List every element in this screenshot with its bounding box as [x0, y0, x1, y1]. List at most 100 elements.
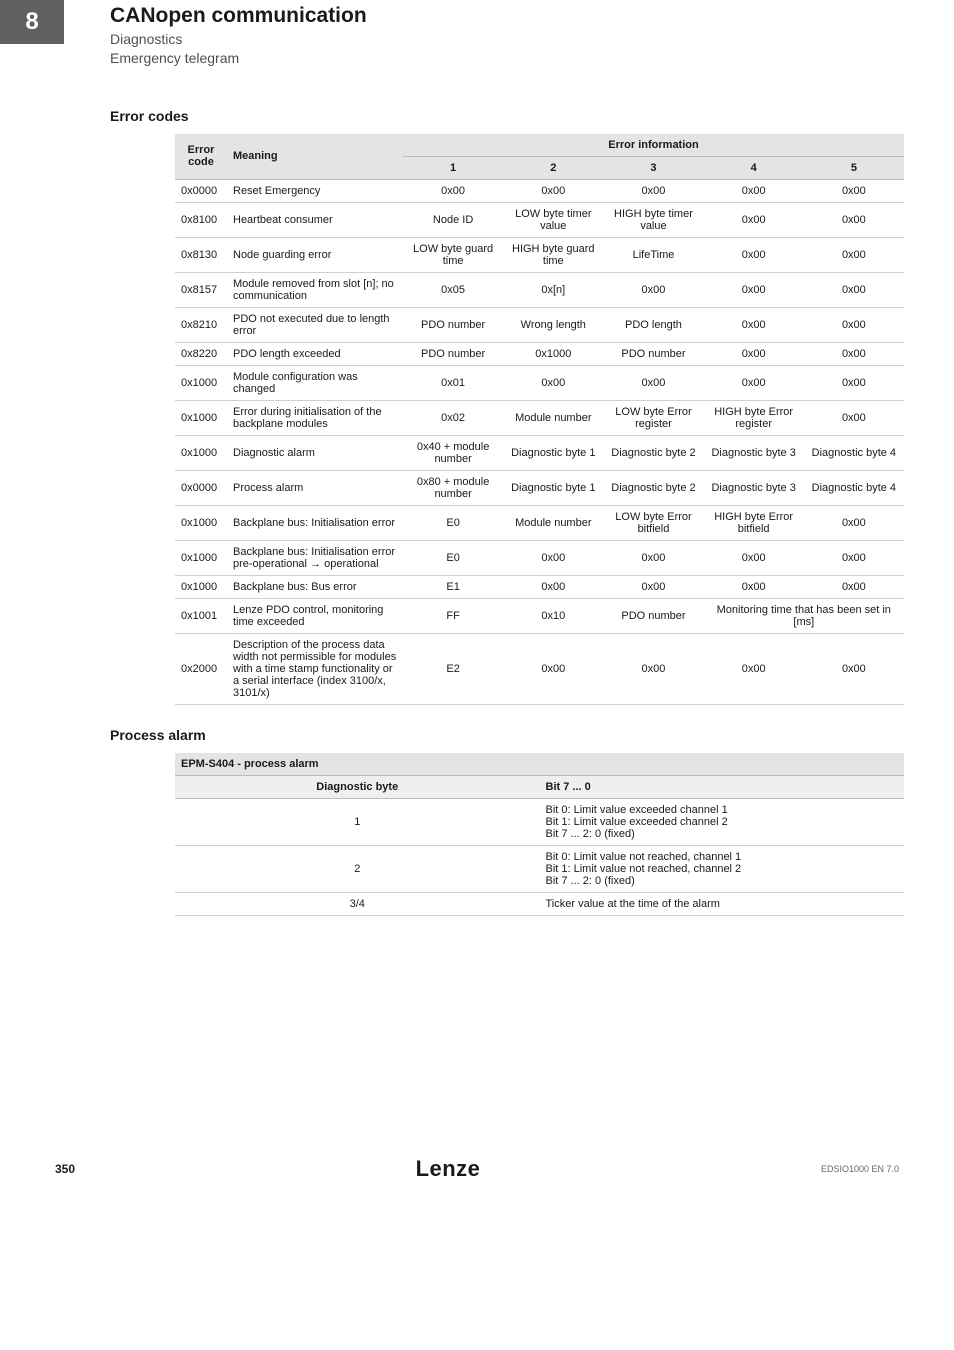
cell-info: E0	[403, 505, 503, 540]
cell-error-code: 0x1000	[175, 400, 227, 435]
cell-error-code: 0x8100	[175, 202, 227, 237]
footer-doc-code: EDSIO1000 EN 7.0	[821, 1164, 899, 1174]
cell-info: PDO number	[603, 598, 703, 633]
cell-info: LOW byte timer value	[503, 202, 603, 237]
cell-info: 0x00	[503, 540, 603, 575]
cell-info: 0x00	[603, 540, 703, 575]
table-row: 0x1000Diagnostic alarm0x40 + module numb…	[175, 435, 904, 470]
cell-info: FF	[403, 598, 503, 633]
table-row: 0x8220PDO length exceededPDO number0x100…	[175, 342, 904, 365]
cell-info-merged: Monitoring time that has been set in [ms…	[704, 598, 904, 633]
page-header: 8 CANopen communication Diagnostics Emer…	[0, 0, 954, 68]
cell-info: 0x00	[503, 575, 603, 598]
cell-info: E2	[403, 633, 503, 704]
col-meaning: Meaning	[227, 134, 403, 180]
cell-info: Module number	[503, 505, 603, 540]
cell-info: 0x00	[704, 365, 804, 400]
cell-info: E1	[403, 575, 503, 598]
cell-info: Node ID	[403, 202, 503, 237]
cell-diagnostic-byte: 2	[175, 845, 540, 892]
cell-bit-desc: Bit 0: Limit value not reached, channel …	[540, 845, 905, 892]
cell-info: Diagnostic byte 2	[603, 435, 703, 470]
error-codes-table: Error code Meaning Error information 123…	[175, 134, 904, 705]
cell-error-code: 0x0000	[175, 470, 227, 505]
cell-info: PDO number	[403, 307, 503, 342]
col-info: 1	[403, 156, 503, 179]
cell-info: 0x00	[704, 307, 804, 342]
cell-info: 0x00	[704, 272, 804, 307]
cell-info: Diagnostic byte 3	[704, 435, 804, 470]
cell-error-code: 0x2000	[175, 633, 227, 704]
cell-meaning: Backplane bus: Initialisation error pre-…	[227, 540, 403, 575]
cell-meaning: Diagnostic alarm	[227, 435, 403, 470]
cell-info: 0x00	[503, 633, 603, 704]
table-row: 2Bit 0: Limit value not reached, channel…	[175, 845, 904, 892]
cell-info: HIGH byte guard time	[503, 237, 603, 272]
cell-info: LifeTime	[603, 237, 703, 272]
cell-info: 0x00	[603, 179, 703, 202]
cell-meaning: Process alarm	[227, 470, 403, 505]
table-row: 0x8100Heartbeat consumerNode IDLOW byte …	[175, 202, 904, 237]
cell-info: 0x00	[403, 179, 503, 202]
process-alarm-table: EPM-S404 - process alarm Diagnostic byte…	[175, 753, 904, 916]
footer-page-number: 350	[55, 1162, 75, 1176]
cell-info: 0x00	[804, 633, 904, 704]
cell-info: 0x00	[603, 633, 703, 704]
cell-info: 0x00	[704, 237, 804, 272]
cell-error-code: 0x1000	[175, 540, 227, 575]
table-row: 3/4Ticker value at the time of the alarm	[175, 892, 904, 915]
cell-info: 0x00	[804, 237, 904, 272]
cell-info: 0x1000	[503, 342, 603, 365]
section-heading-error-codes: Error codes	[110, 108, 954, 124]
cell-info: 0x00	[704, 202, 804, 237]
cell-info: LOW byte Error bitfield	[603, 505, 703, 540]
page-title: CANopen communication	[110, 4, 367, 28]
process-table-title: EPM-S404 - process alarm	[175, 753, 904, 776]
cell-info: HIGH byte timer value	[603, 202, 703, 237]
cell-meaning: Lenze PDO control, monitoring time excee…	[227, 598, 403, 633]
table-row: 0x8210PDO not executed due to length err…	[175, 307, 904, 342]
page-subtitle: Diagnostics	[110, 30, 367, 49]
cell-bit-desc: Bit 0: Limit value exceeded channel 1 Bi…	[540, 798, 905, 845]
table-row: 0x1000Error during initialisation of the…	[175, 400, 904, 435]
cell-info: 0x00	[804, 179, 904, 202]
cell-info: 0x00	[503, 179, 603, 202]
cell-info: 0x00	[804, 272, 904, 307]
table-row: 0x0000Reset Emergency0x000x000x000x000x0…	[175, 179, 904, 202]
cell-info: PDO length	[603, 307, 703, 342]
table-row: 0x8157Module removed from slot [n]; no c…	[175, 272, 904, 307]
cell-info: 0x10	[503, 598, 603, 633]
cell-meaning: Node guarding error	[227, 237, 403, 272]
cell-error-code: 0x1000	[175, 435, 227, 470]
footer-logo: Lenze	[416, 1156, 481, 1182]
cell-info: LOW byte Error register	[603, 400, 703, 435]
cell-meaning: Description of the process data width no…	[227, 633, 403, 704]
cell-info: 0x01	[403, 365, 503, 400]
cell-info: 0x00	[704, 575, 804, 598]
cell-info: 0x00	[804, 202, 904, 237]
col-error-info: Error information	[403, 134, 904, 157]
cell-info: 0x00	[804, 342, 904, 365]
cell-info: 0x00	[603, 272, 703, 307]
cell-info: 0x00	[804, 307, 904, 342]
cell-error-code: 0x1000	[175, 505, 227, 540]
cell-bit-desc: Ticker value at the time of the alarm	[540, 892, 905, 915]
cell-diagnostic-byte: 1	[175, 798, 540, 845]
cell-meaning: PDO length exceeded	[227, 342, 403, 365]
cell-info: 0x00	[804, 365, 904, 400]
cell-meaning: Module configuration was changed	[227, 365, 403, 400]
cell-info: 0x80 + module number	[403, 470, 503, 505]
cell-info: LOW byte guard time	[403, 237, 503, 272]
cell-info: 0x[n]	[503, 272, 603, 307]
cell-info: Diagnostic byte 1	[503, 470, 603, 505]
cell-meaning: PDO not executed due to length error	[227, 307, 403, 342]
cell-info: E0	[403, 540, 503, 575]
cell-info: 0x00	[704, 179, 804, 202]
table-row: 0x1001Lenze PDO control, monitoring time…	[175, 598, 904, 633]
page-footer: 350 Lenze EDSIO1000 EN 7.0	[0, 1156, 954, 1182]
cell-info: 0x00	[603, 365, 703, 400]
cell-meaning: Backplane bus: Bus error	[227, 575, 403, 598]
col-info: 4	[704, 156, 804, 179]
cell-info: PDO number	[403, 342, 503, 365]
cell-error-code: 0x0000	[175, 179, 227, 202]
